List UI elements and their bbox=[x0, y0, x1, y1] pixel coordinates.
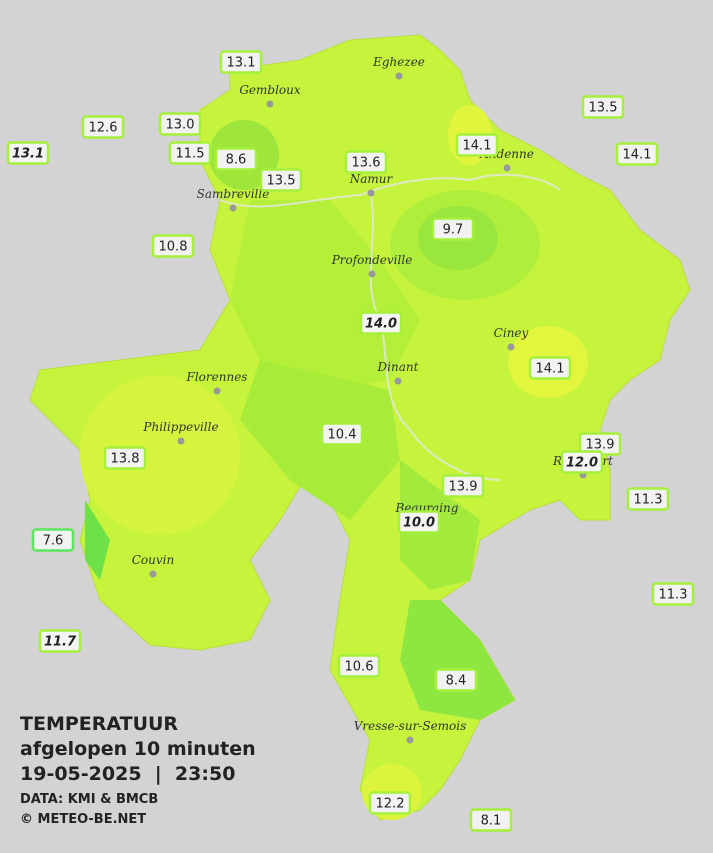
city-dot bbox=[177, 437, 185, 445]
city-label: Namur bbox=[349, 172, 394, 186]
station-value: 11.3 bbox=[659, 588, 688, 603]
city-dot bbox=[395, 72, 403, 80]
station-box bbox=[455, 133, 499, 157]
station-box bbox=[103, 446, 147, 470]
station-value: 12.2 bbox=[376, 797, 405, 812]
city-dot bbox=[394, 377, 402, 385]
station-box bbox=[6, 141, 50, 165]
legend-credit: © METEO-BE.NET bbox=[20, 812, 146, 827]
station-value: 11.3 bbox=[634, 493, 663, 508]
station-value: 8.1 bbox=[481, 814, 502, 829]
station-box bbox=[581, 95, 625, 119]
station-layer: 13.1 12.6 13.0 13.1 11.5 8.6 13.5 13.6 14.1 13.5 1… bbox=[6, 50, 695, 832]
legend-subtitle: afgelopen 10 minuten bbox=[20, 738, 256, 760]
station-value: 8.6 bbox=[226, 153, 247, 168]
station-value: 13.5 bbox=[589, 101, 618, 116]
station-value: 8.4 bbox=[446, 674, 467, 689]
station-value: 10.0 bbox=[403, 516, 435, 531]
station-value: 11.7 bbox=[44, 635, 77, 650]
city-dot bbox=[266, 100, 274, 108]
city-label: Couvin bbox=[132, 553, 174, 567]
station-box bbox=[560, 450, 604, 474]
station-value: 13.9 bbox=[449, 480, 478, 495]
station-box bbox=[651, 582, 695, 606]
city-label: Florennes bbox=[186, 370, 248, 384]
station-value: 13.8 bbox=[111, 452, 140, 467]
city-dot bbox=[503, 164, 511, 172]
station-value: 13.0 bbox=[166, 118, 195, 133]
city-label: Dinant bbox=[377, 360, 419, 374]
station-value: 14.0 bbox=[365, 317, 397, 332]
station-value: 12.0 bbox=[566, 456, 598, 471]
station-value: 13.1 bbox=[227, 56, 256, 71]
station-box bbox=[441, 474, 485, 498]
station-box bbox=[38, 629, 82, 653]
station-value: 10.8 bbox=[159, 240, 188, 255]
station-box bbox=[469, 808, 513, 832]
city-dot bbox=[406, 736, 414, 744]
station-box bbox=[219, 50, 263, 74]
station-box bbox=[337, 654, 381, 678]
station-box bbox=[344, 150, 388, 174]
station-value: 13.5 bbox=[267, 174, 296, 189]
station-box bbox=[31, 528, 75, 552]
city-label: Vresse-sur-Semois bbox=[354, 719, 467, 733]
station-box bbox=[259, 168, 303, 192]
station-value: 13.9 bbox=[586, 438, 615, 453]
station-box bbox=[359, 311, 403, 335]
city-dot bbox=[507, 343, 515, 351]
legend: TEMPERATUUR afgelopen 10 minuten 19-05-2… bbox=[20, 713, 256, 827]
city-label: Profondeville bbox=[331, 253, 413, 267]
station-box bbox=[151, 234, 195, 258]
station-box bbox=[214, 147, 258, 171]
city-dot bbox=[367, 189, 375, 197]
station-box bbox=[397, 510, 441, 534]
city-dot bbox=[213, 387, 221, 395]
station-box bbox=[368, 791, 412, 815]
station-box bbox=[320, 422, 364, 446]
station-box bbox=[434, 668, 478, 692]
station-value: 13.1 bbox=[12, 147, 44, 162]
station-value: 11.5 bbox=[176, 147, 205, 162]
station-value: 7.6 bbox=[43, 534, 64, 549]
station-box bbox=[168, 141, 212, 165]
station-box bbox=[81, 115, 125, 139]
city-label: Ciney bbox=[494, 326, 529, 340]
legend-title: TEMPERATUUR bbox=[20, 713, 178, 735]
legend-datetime: 19-05-2025 | 23:50 bbox=[20, 763, 235, 785]
station-value: 10.6 bbox=[345, 660, 374, 675]
city-label: Sambreville bbox=[197, 187, 270, 201]
station-value: 9.7 bbox=[443, 223, 464, 238]
station-value: 12.6 bbox=[89, 121, 118, 136]
station-box bbox=[626, 487, 670, 511]
station-box bbox=[431, 217, 475, 241]
city-layer: EghezeeGemblouxAndenneNamurSambrevillePr… bbox=[132, 55, 613, 744]
station-box bbox=[528, 356, 572, 380]
station-value: 14.1 bbox=[623, 148, 652, 163]
station-value: 14.1 bbox=[463, 139, 492, 154]
city-dot bbox=[229, 204, 237, 212]
station-box bbox=[615, 142, 659, 166]
legend-source: DATA: KMI & BMCB bbox=[20, 792, 158, 807]
station-value: 10.4 bbox=[328, 428, 357, 443]
city-label: Philippeville bbox=[142, 420, 218, 434]
city-label: Eghezee bbox=[372, 55, 425, 69]
station-value: 14.1 bbox=[536, 362, 565, 377]
station-box bbox=[158, 112, 202, 136]
city-dot bbox=[368, 270, 376, 278]
station-value: 13.6 bbox=[352, 156, 381, 171]
city-label: Gembloux bbox=[239, 83, 301, 97]
city-dot bbox=[149, 570, 157, 578]
